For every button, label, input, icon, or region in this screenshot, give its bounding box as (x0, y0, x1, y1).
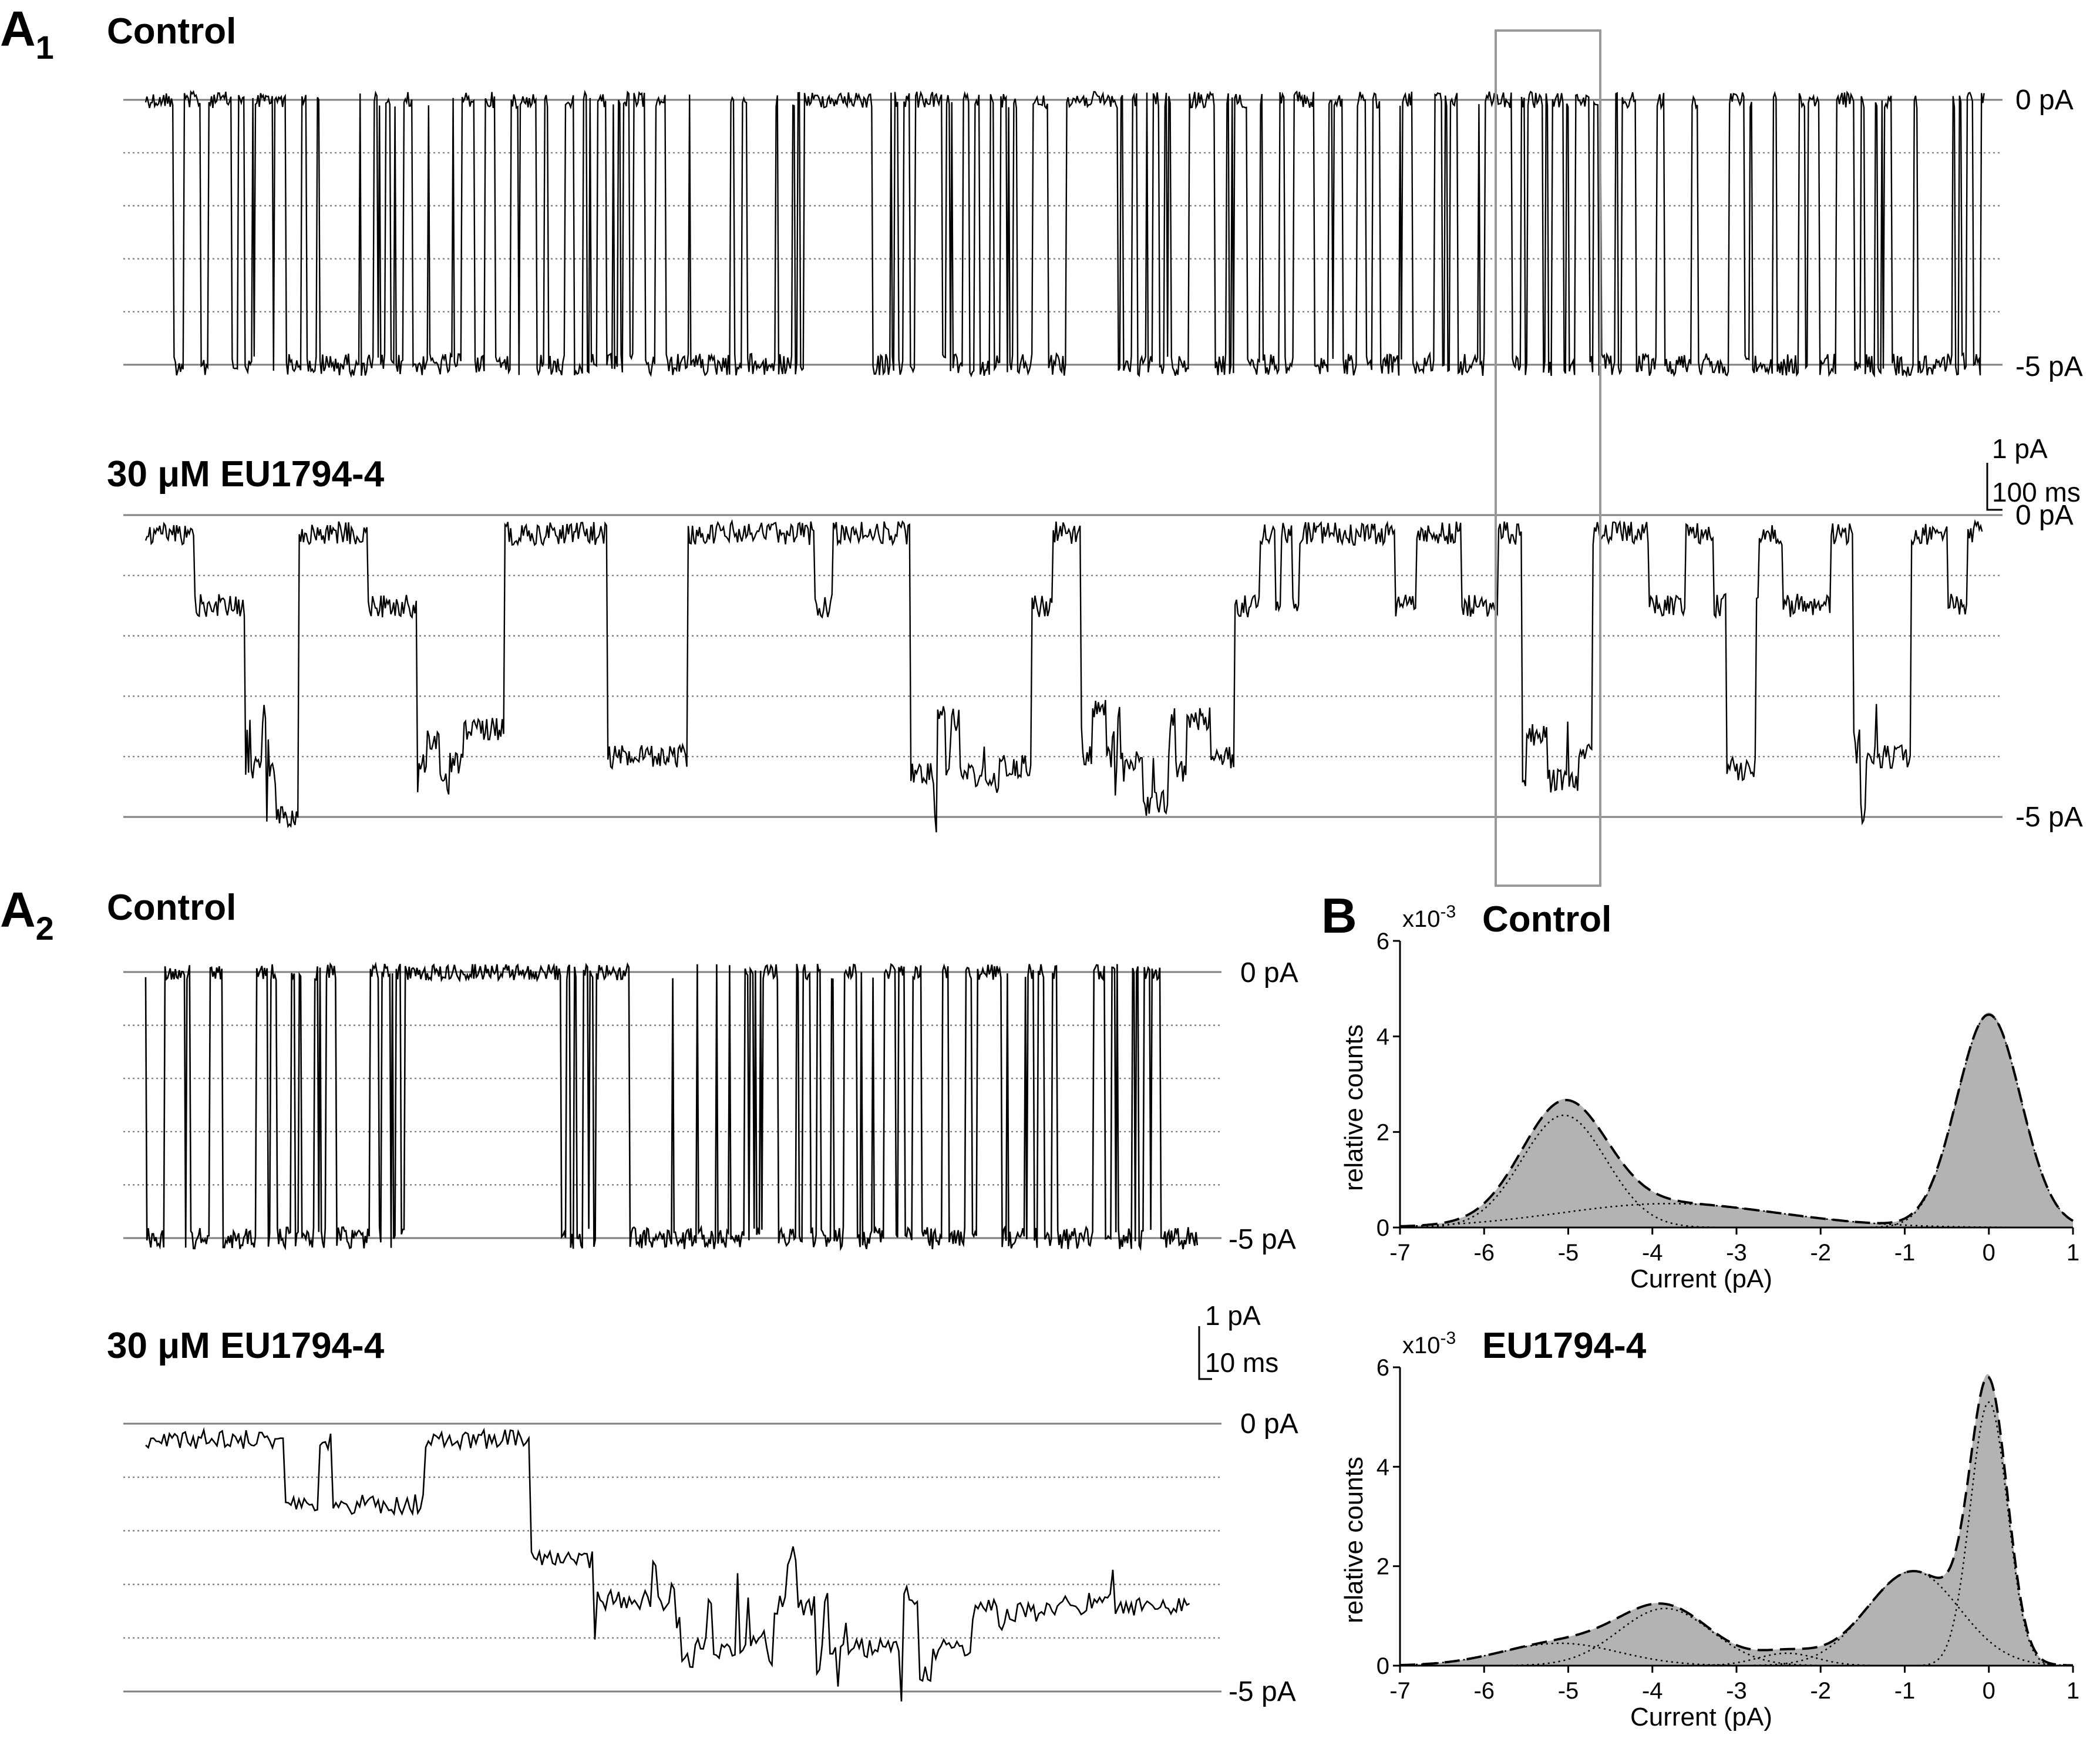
a2-control-trace (144, 961, 1199, 1252)
a2-control-zero-label: 0 pA (1240, 957, 1298, 988)
a2-control-title: Control (107, 887, 236, 928)
x-tick-label: 0 (1983, 1240, 1995, 1266)
y-tick-label: 4 (1377, 1024, 1389, 1050)
x-tick-label: -7 (1389, 1678, 1411, 1704)
y-axis-label: relative counts (1340, 1024, 1368, 1191)
a1-control-minus5-label: -5 pA (2015, 351, 2083, 382)
a1-control-zero-label: 0 pA (2015, 85, 2074, 116)
x-tick-label: -6 (1473, 1678, 1495, 1704)
histogram-title: EU1794-4 (1482, 1326, 1647, 1366)
x-tick-label: -4 (1642, 1240, 1663, 1266)
x-tick-label: 1 (2067, 1678, 2079, 1704)
histogram-eu1794: -7 -6 -5 -4 -3 -2 -1 0 1 0 2 4 6 Current (pA) relative… (1340, 1326, 2079, 1731)
x-tick-label: 1 (2067, 1240, 2079, 1266)
a1-control-trace (144, 89, 1985, 378)
y-tick-label: 2 (1377, 1119, 1389, 1145)
component-fit-line (1400, 1203, 2073, 1229)
a1-drug-trace (144, 519, 1983, 833)
a2-scalebar-amplitude: 1 pA (1205, 1300, 1261, 1331)
histogram-title: Control (1482, 899, 1611, 940)
y-tick-label: 0 (1377, 1653, 1389, 1679)
y-tick-label: 6 (1377, 1355, 1389, 1381)
histogram-area (1400, 1374, 2073, 1666)
a2-drug-title: 30 μM EU1794-4 (107, 1326, 385, 1366)
y-tick-label: 4 (1377, 1454, 1389, 1480)
a1-drug-level-grid (123, 514, 2003, 818)
a1-scalebar: 1 pA 100 ms (1986, 433, 2081, 511)
y-multiplier: x10-3 (1402, 1329, 1456, 1358)
a1-scalebar-time: 100 ms (1992, 477, 2081, 507)
x-tick-label: -5 (1558, 1240, 1579, 1266)
histogram-area (1400, 1012, 2073, 1228)
total-fit-line (1399, 1013, 2074, 1228)
x-tick-label: -1 (1894, 1240, 1916, 1266)
x-tick-label: -2 (1810, 1240, 1831, 1266)
x-tick-label: -1 (1894, 1678, 1916, 1704)
x-axis-label: Current (pA) (1630, 1265, 1772, 1293)
a2-scalebar: 1 pA 10 ms (1198, 1300, 1278, 1380)
a2-drug-zero-label: 0 pA (1240, 1408, 1298, 1440)
y-multiplier: x10-3 (1402, 902, 1456, 932)
x-tick-label: -2 (1810, 1678, 1831, 1704)
x-tick-label: 0 (1983, 1678, 1995, 1704)
a1-scalebar-amplitude: 1 pA (1992, 433, 2048, 464)
x-tick-label: -4 (1642, 1678, 1663, 1704)
a1-control-level-grid (123, 99, 2003, 366)
a1-drug-title: 30 μM EU1794-4 (107, 454, 385, 495)
x-tick-label: -7 (1389, 1240, 1411, 1266)
a2-control-minus5-label: -5 pA (1229, 1224, 1296, 1255)
panel-label-a1: A1 (0, 1, 54, 66)
panel-label-a2: A2 (0, 882, 54, 947)
a2-drug-trace (145, 1427, 1190, 1702)
x-tick-label: -3 (1726, 1240, 1747, 1266)
x-tick-label: -3 (1726, 1678, 1747, 1704)
y-axis-label: relative counts (1340, 1457, 1368, 1623)
a1-drug-minus5-label: -5 pA (2015, 802, 2083, 833)
histogram-control: -7 -6 -5 -4 -3 -2 -1 0 1 0 2 4 6 Current (pA) relative… (1340, 899, 2079, 1293)
total-fit-line (1400, 1376, 2074, 1667)
component-fit-line (1400, 1114, 2073, 1229)
y-tick-label: 2 (1377, 1554, 1389, 1580)
a2-scalebar-time: 10 ms (1205, 1347, 1278, 1378)
y-tick-label: 0 (1377, 1215, 1389, 1241)
panel-label-b: B (1321, 888, 1357, 943)
expanded-region-box (1495, 29, 1601, 887)
a2-drug-level-grid (123, 1422, 1221, 1693)
x-axis-label: Current (pA) (1630, 1703, 1772, 1731)
x-tick-label: -6 (1473, 1240, 1495, 1266)
a1-drug-zero-label: 0 pA (2015, 500, 2074, 531)
y-tick-label: 6 (1377, 929, 1389, 954)
x-tick-label: -5 (1558, 1678, 1579, 1704)
a2-scalebar-lines (1198, 1326, 1212, 1380)
a1-control-title: Control (107, 11, 236, 52)
a2-drug-minus5-label: -5 pA (1229, 1676, 1296, 1707)
a1-scalebar-lines (1986, 463, 2003, 511)
